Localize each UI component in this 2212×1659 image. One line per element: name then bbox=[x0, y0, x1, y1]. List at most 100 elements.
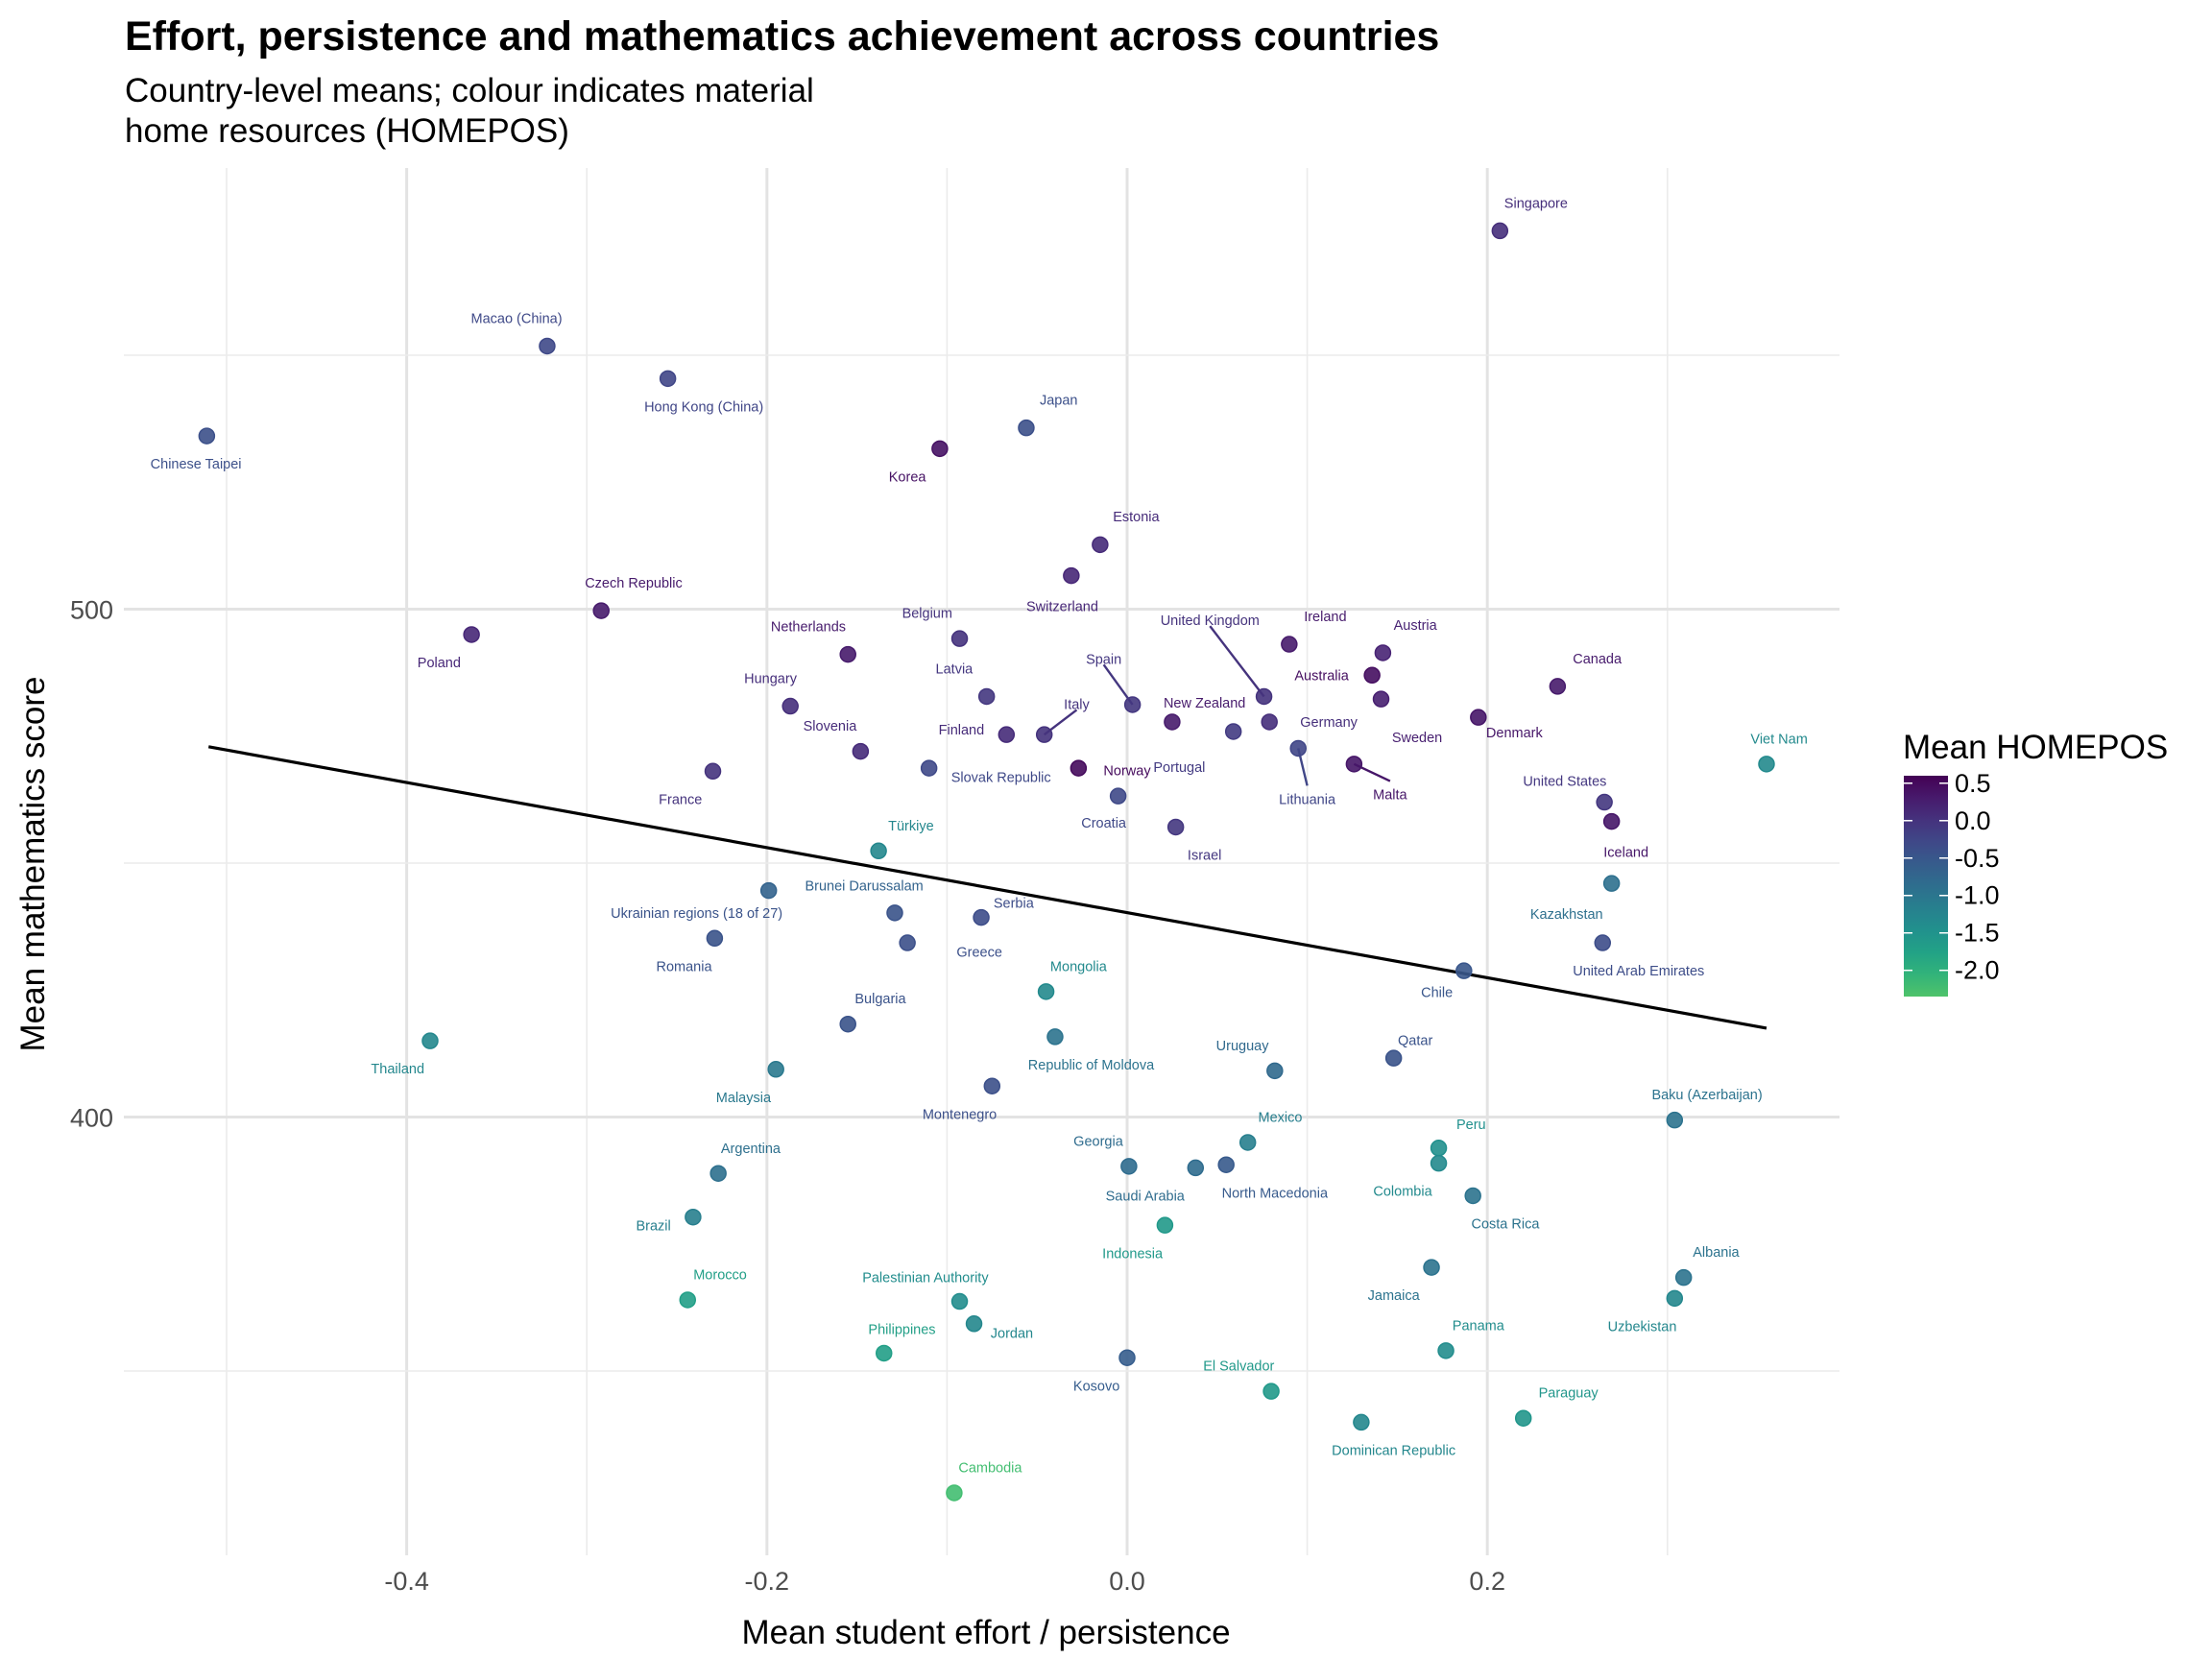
data-point[interactable] bbox=[931, 440, 949, 458]
point-label: Portugal bbox=[1153, 760, 1205, 776]
point-label: Canada bbox=[1573, 652, 1623, 667]
data-point[interactable] bbox=[659, 370, 677, 388]
data-point[interactable] bbox=[1430, 1154, 1448, 1172]
data-point[interactable] bbox=[1437, 1342, 1455, 1359]
point-label: Macao (China) bbox=[470, 311, 562, 326]
point-label: Slovenia bbox=[804, 719, 858, 734]
data-point[interactable] bbox=[1224, 723, 1242, 740]
data-point[interactable] bbox=[1372, 690, 1390, 708]
data-point[interactable] bbox=[946, 1484, 963, 1502]
point-label: Japan bbox=[1040, 394, 1078, 409]
data-point[interactable] bbox=[950, 630, 969, 647]
data-point[interactable] bbox=[1281, 636, 1298, 653]
data-point[interactable] bbox=[983, 1077, 1001, 1094]
data-point[interactable] bbox=[1217, 1156, 1235, 1173]
data-point[interactable] bbox=[1353, 1413, 1370, 1431]
data-point[interactable] bbox=[1602, 875, 1621, 892]
data-point[interactable] bbox=[870, 842, 887, 860]
data-point[interactable] bbox=[767, 1061, 784, 1078]
data-point[interactable] bbox=[1430, 1140, 1448, 1157]
data-point[interactable] bbox=[1262, 1382, 1280, 1400]
data-point[interactable] bbox=[1035, 726, 1053, 743]
data-point[interactable] bbox=[1123, 696, 1142, 713]
data-point[interactable] bbox=[685, 1208, 702, 1226]
data-point[interactable] bbox=[1109, 787, 1127, 805]
point-label: Saudi Arabia bbox=[1106, 1189, 1186, 1204]
data-point[interactable] bbox=[886, 904, 903, 922]
data-point[interactable] bbox=[463, 626, 480, 643]
data-point[interactable] bbox=[1118, 1349, 1136, 1366]
legend-tick-label: -0.5 bbox=[1955, 844, 2000, 873]
data-point[interactable] bbox=[950, 1292, 969, 1310]
data-point[interactable] bbox=[1070, 759, 1088, 777]
data-point[interactable] bbox=[1156, 1216, 1174, 1234]
data-point[interactable] bbox=[592, 602, 610, 619]
data-point[interactable] bbox=[899, 934, 916, 951]
data-point[interactable] bbox=[704, 762, 722, 781]
data-point[interactable] bbox=[998, 726, 1016, 743]
data-point[interactable] bbox=[839, 1015, 856, 1033]
data-point[interactable] bbox=[759, 881, 778, 900]
data-point[interactable] bbox=[1666, 1111, 1684, 1129]
data-point[interactable] bbox=[1092, 536, 1109, 554]
data-point[interactable] bbox=[1345, 756, 1363, 773]
data-point[interactable] bbox=[1666, 1289, 1684, 1308]
point-label: Germany bbox=[1300, 715, 1358, 731]
x-axis-title: Mean student effort / persistence bbox=[741, 1614, 1230, 1651]
data-point[interactable] bbox=[965, 1315, 983, 1333]
data-point[interactable] bbox=[1464, 1187, 1481, 1205]
data-point[interactable] bbox=[875, 1344, 893, 1362]
data-point[interactable] bbox=[1255, 687, 1273, 706]
data-point[interactable] bbox=[1514, 1409, 1532, 1427]
data-point[interactable] bbox=[781, 697, 799, 715]
data-point[interactable] bbox=[1602, 812, 1621, 830]
data-point[interactable] bbox=[1164, 713, 1181, 731]
point-label: Jamaica bbox=[1368, 1288, 1421, 1304]
data-point[interactable] bbox=[1046, 1028, 1064, 1046]
data-point[interactable] bbox=[1063, 566, 1080, 585]
data-point[interactable] bbox=[1266, 1062, 1284, 1080]
data-point[interactable] bbox=[1674, 1268, 1693, 1286]
data-point[interactable] bbox=[977, 687, 996, 706]
leader-line bbox=[1209, 625, 1265, 698]
chart-subtitle: Country-level means; colour indicates ma… bbox=[125, 72, 814, 150]
data-point[interactable] bbox=[198, 427, 216, 445]
data-point[interactable] bbox=[1455, 962, 1473, 979]
data-point[interactable] bbox=[706, 929, 724, 948]
data-point[interactable] bbox=[1596, 793, 1613, 811]
data-point[interactable] bbox=[1491, 222, 1509, 240]
data-point[interactable] bbox=[539, 337, 556, 355]
data-point[interactable] bbox=[1037, 983, 1055, 1000]
data-point[interactable] bbox=[1187, 1159, 1205, 1177]
point-label: Korea bbox=[889, 469, 927, 485]
x-tick-label: 0.2 bbox=[1469, 1567, 1505, 1596]
point-label: North Macedonia bbox=[1222, 1186, 1329, 1201]
data-point[interactable] bbox=[920, 759, 938, 777]
data-point[interactable] bbox=[1594, 934, 1612, 951]
point-label: Iceland bbox=[1603, 845, 1648, 860]
data-point[interactable] bbox=[973, 908, 990, 926]
data-point[interactable] bbox=[1261, 713, 1278, 731]
data-point[interactable] bbox=[1374, 644, 1392, 661]
data-point[interactable] bbox=[1018, 419, 1035, 437]
data-point[interactable] bbox=[679, 1291, 697, 1309]
data-point[interactable] bbox=[839, 645, 856, 663]
data-point[interactable] bbox=[1423, 1259, 1440, 1276]
data-point[interactable] bbox=[1758, 756, 1775, 773]
data-point[interactable] bbox=[1289, 739, 1307, 757]
data-point[interactable] bbox=[421, 1032, 439, 1049]
point-label: Peru bbox=[1456, 1118, 1486, 1133]
data-point[interactable] bbox=[1384, 1049, 1403, 1067]
data-point[interactable] bbox=[1166, 818, 1185, 836]
data-point[interactable] bbox=[1120, 1158, 1138, 1175]
legend-tick-label: -1.0 bbox=[1955, 881, 2000, 910]
data-point[interactable] bbox=[1549, 678, 1567, 695]
point-label: Austria bbox=[1394, 618, 1438, 634]
point-label: Qatar bbox=[1398, 1034, 1432, 1049]
data-point[interactable] bbox=[852, 742, 870, 760]
data-point[interactable] bbox=[709, 1165, 727, 1182]
data-point[interactable] bbox=[1363, 666, 1381, 685]
data-point[interactable] bbox=[1238, 1134, 1257, 1151]
data-point[interactable] bbox=[1470, 709, 1487, 726]
y-axis-title: Mean mathematics score bbox=[14, 677, 52, 1052]
